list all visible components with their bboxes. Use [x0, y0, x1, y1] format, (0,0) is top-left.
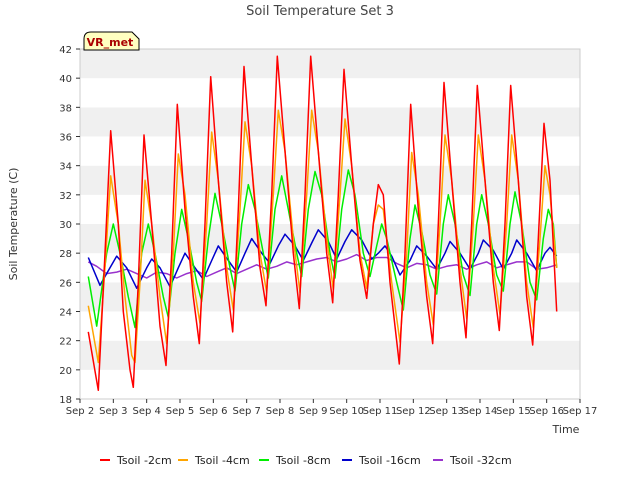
legend-label: Tsoil -32cm: [449, 454, 512, 467]
axis-ticks: 18 20 22 24 26 28 30 32 34 36 38 40 42 Sep 2 Sep 3 Sep …: [59, 45, 597, 417]
x-tick-label: Sep 3: [99, 406, 127, 417]
series-line-tsoil-32cm: [87, 253, 557, 279]
legend-label: Tsoil -16cm: [358, 454, 421, 467]
grid-band: [80, 194, 580, 224]
y-tick-label: 18: [59, 395, 72, 406]
x-tick-label: Sep 12: [396, 406, 431, 417]
x-tick-label: Sep 4: [132, 406, 160, 417]
y-tick-label: 30: [59, 220, 72, 231]
y-tick-label: 26: [59, 278, 72, 289]
y-tick-label: 38: [59, 103, 72, 114]
y-tick-label: 20: [59, 366, 72, 377]
grid-band: [80, 311, 580, 341]
x-axis-label: Time: [552, 423, 580, 436]
x-tick-label: Sep 5: [166, 406, 194, 417]
legend-label: Tsoil -4cm: [194, 454, 250, 467]
x-tick-label: Sep 7: [232, 406, 260, 417]
y-tick-label: 42: [59, 45, 72, 56]
grid-band: [80, 340, 580, 370]
y-tick-label: 22: [59, 337, 72, 348]
y-tick-label: 40: [59, 74, 72, 85]
y-tick-label: 24: [59, 308, 72, 319]
y-tick-label: 34: [59, 162, 72, 173]
x-tick-label: Sep 13: [429, 406, 464, 417]
series-line-tsoil-2cm: [87, 55, 558, 392]
grid-band: [80, 49, 580, 79]
grid-band: [80, 78, 580, 108]
series-line-tsoil-8cm: [87, 169, 558, 329]
legend: Tsoil -2cm Tsoil -4cm Tsoil -8cm Tsoil -16c…: [100, 454, 512, 467]
y-tick-label: 36: [59, 133, 72, 144]
x-tick-label: Sep 11: [363, 406, 398, 417]
badge-shape: [83, 31, 140, 51]
legend-label: Tsoil -8cm: [275, 454, 331, 467]
x-tick-label: Sep 10: [329, 406, 364, 417]
grid-band: [80, 369, 580, 399]
y-tick-label: 32: [59, 191, 72, 202]
y-axis-label: Soil Temperature (C): [7, 168, 20, 281]
grid-band: [80, 136, 580, 166]
legend-label: Tsoil -2cm: [116, 454, 172, 467]
x-tick-label: Sep 9: [299, 406, 327, 417]
grid-band: [80, 165, 580, 195]
badge-label: VR_met: [87, 36, 134, 49]
y-tick-label: 28: [59, 249, 72, 260]
x-tick-label: Sep 2: [66, 406, 94, 417]
x-tick-label: Sep 15: [496, 406, 531, 417]
x-tick-label: Sep 6: [199, 406, 227, 417]
chart-title: Soil Temperature Set 3: [246, 4, 394, 19]
x-tick-label: Sep 14: [463, 406, 498, 417]
station-badge: VR_met: [83, 31, 140, 51]
grid-band: [80, 107, 580, 137]
x-tick-label: Sep 17: [563, 406, 598, 417]
series-lines: [87, 55, 558, 392]
x-tick-label: Sep 8: [266, 406, 294, 417]
x-tick-label: Sep 16: [529, 406, 564, 417]
